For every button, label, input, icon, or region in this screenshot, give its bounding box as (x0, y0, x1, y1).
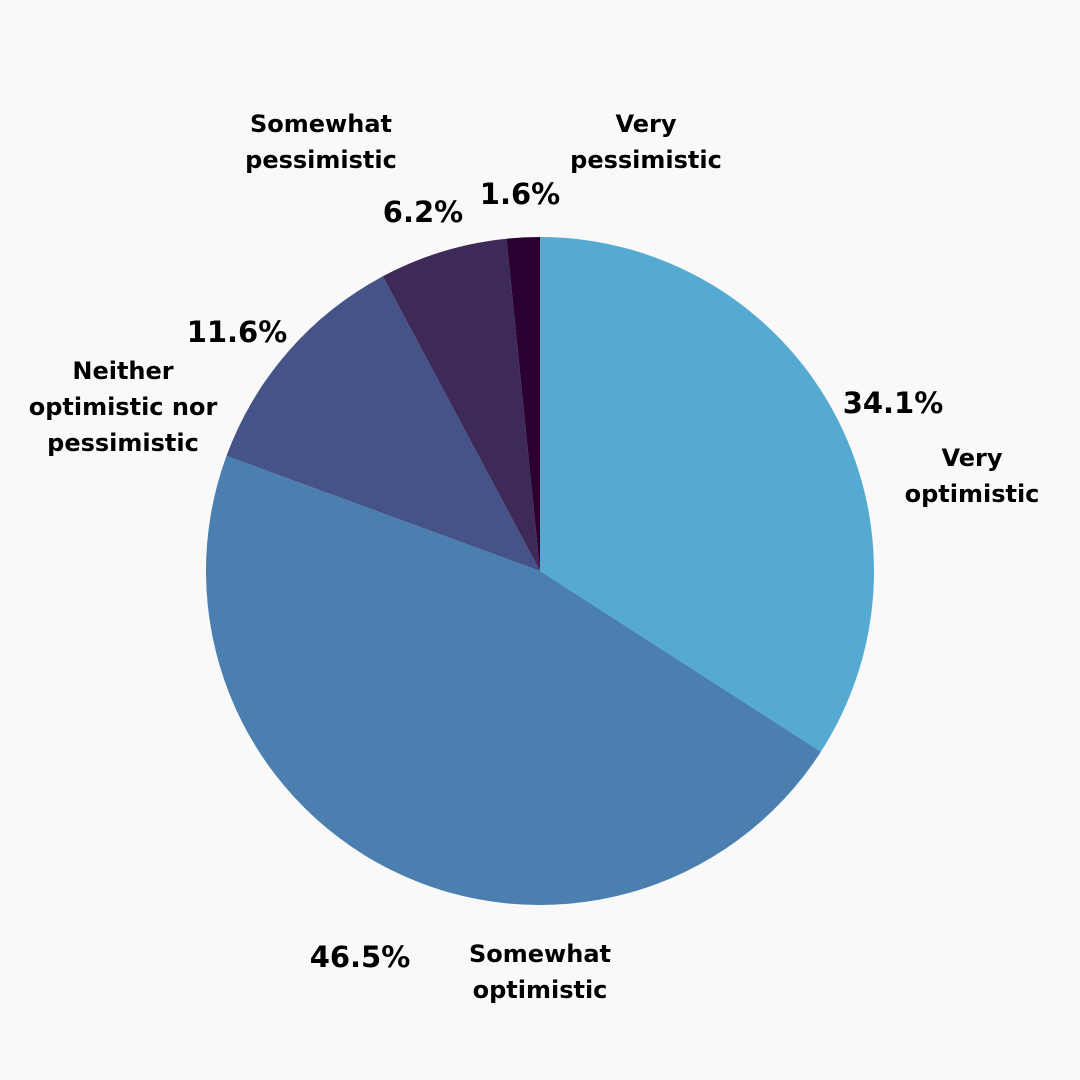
pie-slice-4 (382, 238, 540, 571)
category-label-line: Very (941, 444, 1002, 472)
category-label-line: pessimistic (47, 429, 199, 457)
slice-value-label-2: 46.5% (310, 940, 411, 974)
slice-category-label-3: Neither optimistic nor pessimistic (29, 357, 218, 457)
pie-labels: 34.1% Very optimistic 46.5% Somewhat optimist… (29, 110, 1040, 1004)
slice-value-label-3: 11.6% (187, 315, 288, 349)
category-label-line: pessimistic (570, 146, 722, 174)
slice-category-label-2: Somewhat optimistic (469, 940, 611, 1004)
category-label-line: Somewhat (469, 940, 611, 968)
slice-value-label-5: 1.6% (480, 177, 560, 211)
slice-category-label-5: Very pessimistic (570, 110, 722, 174)
category-label-line: pessimistic (245, 146, 397, 174)
pie-slice-3 (226, 276, 540, 571)
pie-slice-2 (205, 455, 821, 906)
slice-category-label-4: Somewhat pessimistic (245, 110, 397, 174)
pie-slice-5 (506, 237, 540, 571)
slice-value-label-4: 6.2% (383, 195, 463, 229)
pie-slice-1 (540, 236, 875, 752)
category-label-line: optimistic (905, 480, 1040, 508)
slice-value-label-1: 34.1% (843, 386, 944, 420)
slice-category-label-1: Very optimistic (905, 444, 1040, 508)
category-label-line: optimistic (473, 976, 608, 1004)
pie-slices (205, 236, 875, 906)
category-label-line: Very (615, 110, 676, 138)
category-label-line: Somewhat (250, 110, 392, 138)
category-label-line: Neither (72, 357, 173, 385)
category-label-line: optimistic nor (29, 393, 218, 421)
